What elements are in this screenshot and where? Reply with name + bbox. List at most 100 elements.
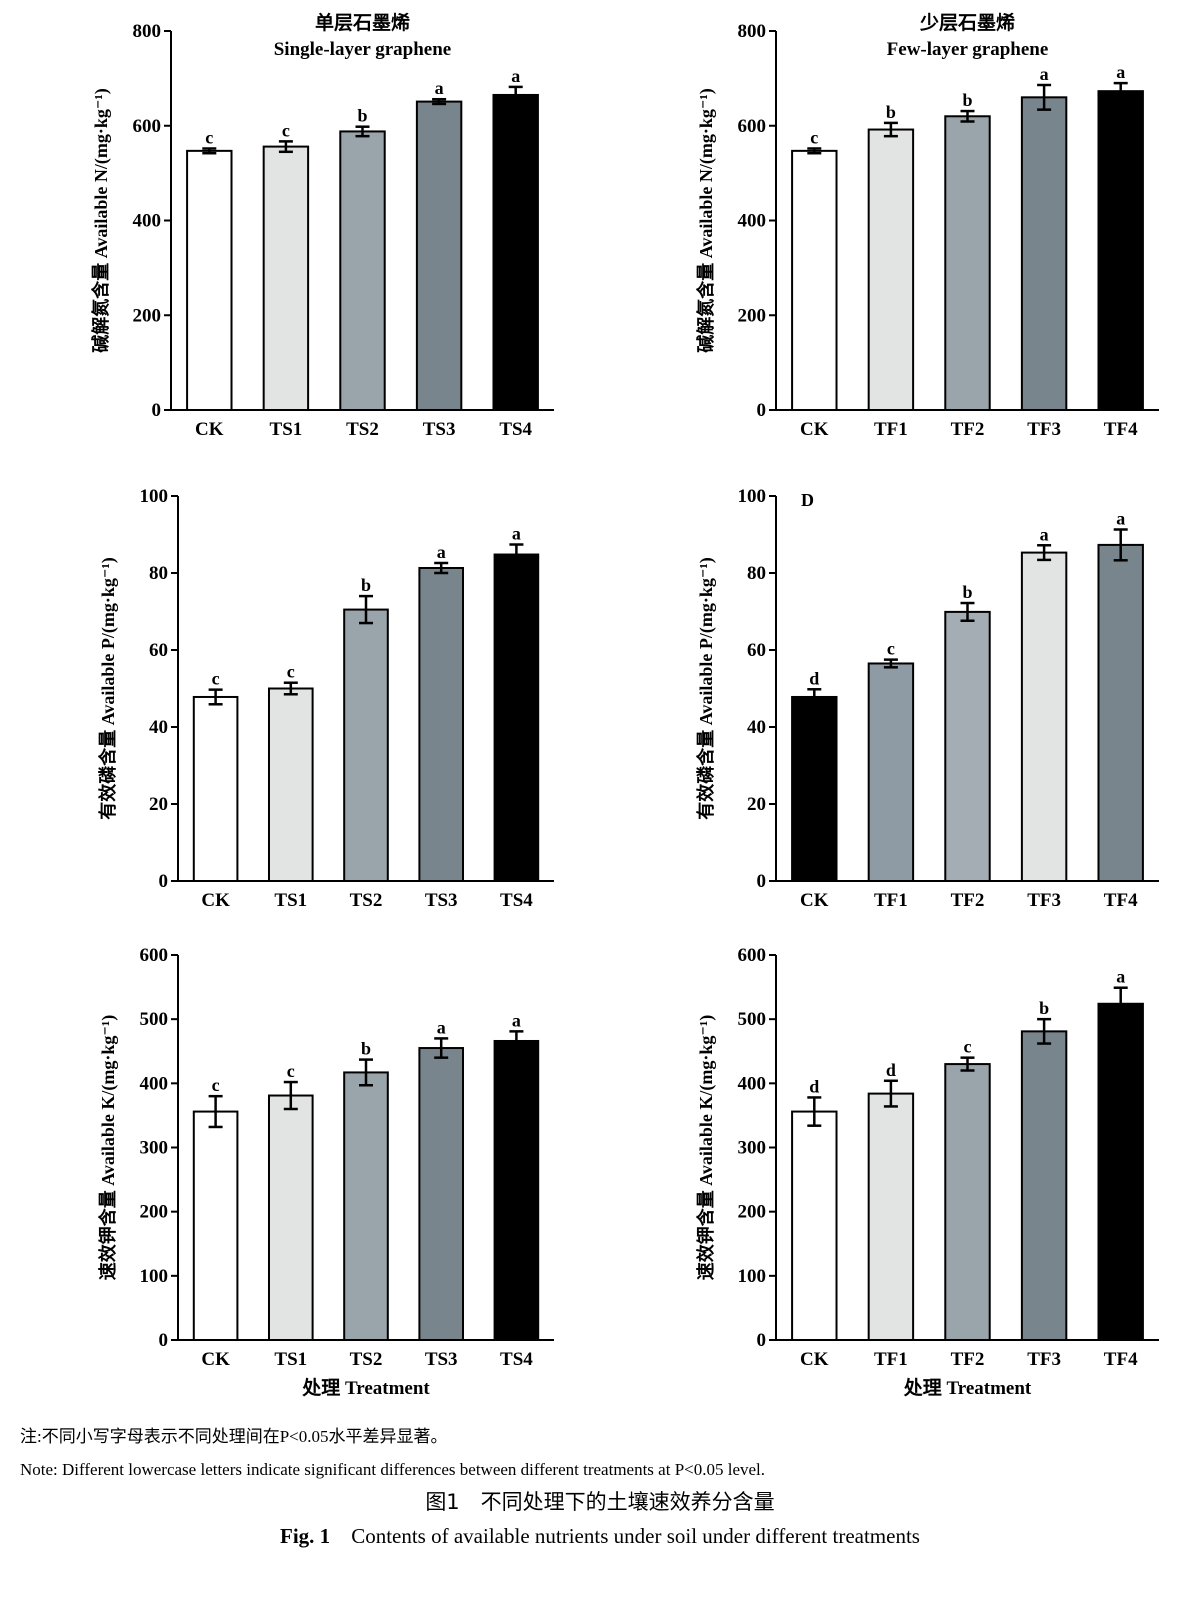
significance-letter: b [1039,998,1049,1018]
figure-caption-english: Fig. 1 Contents of available nutrients u… [0,1524,1200,1549]
significance-letter: a [437,1017,446,1037]
bar-ck [791,149,838,411]
x-tick-label: TF1 [874,1349,908,1370]
y-tick-label: 0 [159,1330,169,1351]
y-tick-label: 200 [738,305,767,326]
bar-tf2 [944,610,991,882]
panel-label: D [801,490,814,510]
bar-ts2 [339,130,386,411]
chart-title: 单层石墨烯 [315,11,410,34]
significance-letter: c [887,639,895,659]
significance-letter: a [512,524,521,544]
x-tick-label: TF3 [1027,890,1061,911]
bar-ts1 [267,687,314,882]
x-tick-label: CK [201,1349,230,1370]
x-tick-label: TF3 [1027,1349,1061,1370]
y-tick-label: 600 [133,116,162,137]
figure-caption-chinese: 图1 不同处理下的土壤速效养分含量 [425,1490,775,1514]
y-axis-label: 有效磷含量 Available P/(mg·kg⁻¹) [695,557,717,820]
significance-letter: d [809,1076,819,1096]
bar-ck [192,695,239,882]
x-tick-label: TF2 [951,890,985,911]
chart-title: 少层石墨烯 [919,11,1015,34]
bar-ts3 [418,566,465,882]
significance-letter: a [512,1010,521,1030]
x-tick-label: TS4 [500,1349,533,1370]
y-tick-label: 400 [133,211,162,232]
x-tick-label: TF1 [874,890,908,911]
chart-panel-3: 0 20 40 60 80 100 c CK c TS1 b TS2 a TS3 a TS4 有效磷含量 Ava… [97,486,554,911]
x-tick-label: TS2 [346,419,379,440]
chart-panel-5: 0 100 200 300 400 500 600 c CK c TS1 b TS2 a TS3 a TS4 速效… [97,945,554,1399]
y-tick-label: 800 [738,21,767,42]
significance-letter: c [287,662,295,682]
x-tick-label: TS3 [423,419,456,440]
chart-panel-4: 0 20 40 60 80 100 d CK c TF1 b TF2 a TF3 a TF4 D 有效磷含量 Av… [695,486,1159,911]
y-tick-label: 20 [747,794,766,815]
significance-letter: b [361,1039,371,1059]
bar-ck [192,1110,239,1341]
y-tick-label: 60 [149,640,168,661]
note-english: Note: Different lowercase letters indica… [20,1460,766,1479]
bar-ts1 [262,145,310,411]
bar-tf2 [944,115,991,412]
figure-number: Fig. 1 [280,1524,331,1548]
y-tick-label: 300 [738,1138,767,1159]
bar-ts4 [493,1039,540,1341]
y-tick-label: 800 [133,21,162,42]
y-tick-label: 0 [159,871,169,892]
bar-ck [791,695,838,882]
x-tick-label: TF2 [951,419,985,440]
bar-ts2 [343,608,389,882]
chart-panel-1: 0 200 400 600 800 c CK c TS1 b TS2 a TS3 a TS4 单层石墨烯 Sin… [90,11,554,440]
x-tick-label: TF4 [1104,890,1138,911]
figure-panels: 0200400600800cCKcTS1bTS2aTS3aTS4单层石墨烯Sin… [90,11,1159,1399]
significance-letter: b [357,106,367,126]
x-tick-label: TF1 [874,419,908,440]
bar-ck [186,149,233,411]
x-tick-label: TS3 [425,890,458,911]
y-tick-label: 60 [747,640,766,661]
y-tick-label: 400 [738,1073,767,1094]
y-axis-label: 速效钾含量 Available K/(mg·kg⁻¹) [97,1015,119,1281]
x-tick-label: TS3 [425,1349,458,1370]
significance-letter: a [1040,524,1049,544]
chart-subtitle: Single-layer graphene [274,39,452,60]
bar-tf3 [1020,551,1068,882]
significance-letter: b [361,575,371,595]
y-tick-label: 100 [140,1266,169,1287]
significance-letter: a [511,66,520,86]
significance-letter: b [886,102,896,122]
x-tick-label: TF2 [951,1349,985,1370]
y-tick-label: 80 [149,563,168,584]
significance-letter: a [1116,967,1125,987]
x-tick-label: TS1 [274,890,307,911]
bar-tf1 [867,1092,915,1341]
chart-panel-2: 0 200 400 600 800 c CK b TF1 b TF2 a TF3 a TF4 少层石墨烯 Few… [695,11,1159,440]
chart-panel-6: 0 100 200 300 400 500 600 d CK d TF1 c TF2 b TF3 a TF4 速效… [695,945,1159,1399]
x-tick-label: TS1 [270,419,303,440]
y-tick-label: 0 [152,400,162,421]
x-tick-label: TS2 [350,890,383,911]
significance-letter: c [287,1061,295,1081]
bar-ts4 [492,93,539,412]
y-axis-label: 有效磷含量 Available P/(mg·kg⁻¹) [97,557,119,820]
y-axis-label: 速效钾含量 Available K/(mg·kg⁻¹) [695,1015,717,1281]
x-tick-label: CK [800,1349,829,1370]
bar-ts3 [418,1047,465,1341]
bar-tf1 [867,662,915,882]
x-tick-label: CK [800,890,829,911]
significance-letter: a [437,542,446,562]
y-tick-label: 0 [757,871,767,892]
bar-tf3 [1020,96,1068,411]
significance-letter: a [435,78,444,98]
bar-ts2 [343,1071,389,1342]
bar-tf3 [1020,1030,1068,1341]
y-tick-label: 0 [757,400,767,421]
note-chinese: 注:不同小写字母表示不同处理间在P<0.05水平差异显著。 [20,1427,448,1446]
y-tick-label: 100 [738,486,767,507]
y-tick-label: 400 [140,1073,169,1094]
x-tick-label: TF4 [1104,1349,1138,1370]
significance-letter: a [1116,508,1125,528]
x-tick-label: CK [195,419,224,440]
